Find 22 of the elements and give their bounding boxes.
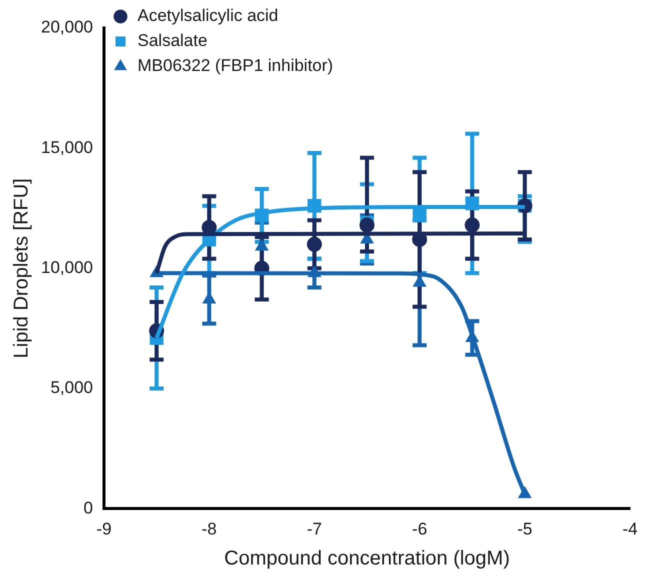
y-tick-label: 0 xyxy=(84,498,93,518)
x-tick-label: -8 xyxy=(202,519,217,538)
point xyxy=(413,275,426,287)
x-tick-label: -7 xyxy=(306,519,322,538)
y-axis-title: Lipid Droplets [RFU] xyxy=(10,178,33,358)
x-tick-label: -6 xyxy=(412,519,428,538)
y-tick-label: 5,000 xyxy=(50,378,93,398)
point xyxy=(306,236,322,252)
legend-label: MB06322 (FBP1 inhibitor) xyxy=(137,56,334,76)
y-tick-label: 20,000 xyxy=(40,18,93,37)
x-tick-label: -4 xyxy=(622,519,638,538)
legend-label: Salsalate xyxy=(137,31,208,50)
legend-label: Acetylsalicylic acid xyxy=(137,6,278,26)
y-tick-label: 15,000 xyxy=(40,138,93,157)
x-tick-label: -5 xyxy=(517,519,532,538)
x-axis-title: Compound concentration (logM) xyxy=(224,548,510,570)
point xyxy=(360,218,374,233)
point xyxy=(255,239,268,251)
y-tick-label: 10,000 xyxy=(40,258,93,277)
x-tick-label: -9 xyxy=(96,519,112,538)
point xyxy=(464,218,480,233)
point xyxy=(412,208,426,222)
